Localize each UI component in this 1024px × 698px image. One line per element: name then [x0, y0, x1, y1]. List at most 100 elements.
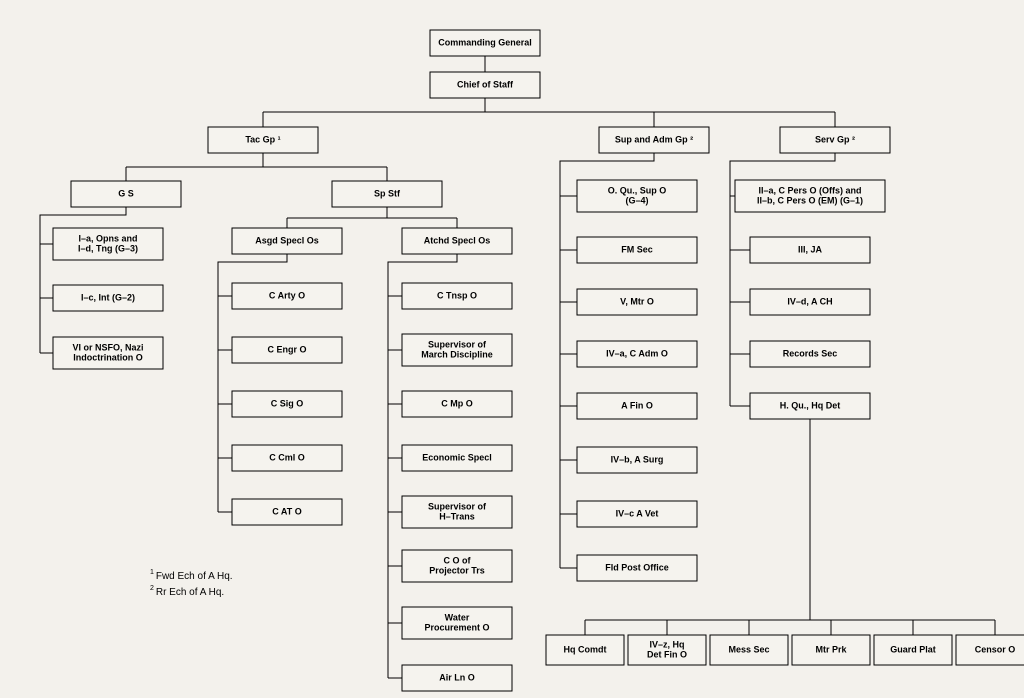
node-sa5: A Fin O — [577, 393, 697, 419]
node-label: IV–b, A Surg — [611, 454, 664, 464]
node-sv1: II–a, C Pers O (Offs) andII–b, C Pers O … — [735, 180, 885, 212]
node-label: Supervisor of — [428, 339, 487, 349]
node-label: Water — [445, 612, 470, 622]
node-label: Fld Post Office — [605, 562, 669, 572]
node-label: III, JA — [798, 244, 823, 254]
node-gs2: I–c, Int (G–2) — [53, 285, 163, 311]
node-hq1: Hq Comdt — [546, 635, 624, 665]
node-asgd1: C Arty O — [232, 283, 342, 309]
node-label: C Arty O — [269, 290, 305, 300]
node-label: C O of — [444, 555, 472, 565]
node-label: Atchd Specl Os — [424, 235, 491, 245]
node-asgd: Asgd Specl Os — [232, 228, 342, 254]
node-atchd3: C Mp O — [402, 391, 512, 417]
node-label: Asgd Specl Os — [255, 235, 319, 245]
node-asgd3: C Sig O — [232, 391, 342, 417]
node-label: FM Sec — [621, 244, 653, 254]
node-gs: G S — [71, 181, 181, 207]
node-label: Sup and Adm Gp ² — [615, 134, 693, 144]
node-label: II–a, C Pers O (Offs) and — [758, 185, 861, 195]
node-cg: Commanding General — [430, 30, 540, 56]
node-label: Commanding General — [438, 37, 532, 47]
node-label: IV–d, A CH — [787, 296, 832, 306]
node-sa3: V, Mtr O — [577, 289, 697, 315]
node-atchd6: C O ofProjector Trs — [402, 550, 512, 582]
node-sv5: H. Qu., Hq Det — [750, 393, 870, 419]
node-supadm: Sup and Adm Gp ² — [599, 127, 709, 153]
node-servgp: Serv Gp ² — [780, 127, 890, 153]
node-label: Air Ln O — [439, 672, 475, 682]
node-label: C AT O — [272, 506, 302, 516]
node-hq2: IV–z, HqDet Fin O — [628, 635, 706, 665]
node-label: I–c, Int (G–2) — [81, 292, 135, 302]
node-label: Chief of Staff — [457, 79, 514, 89]
node-label: Tac Gp ¹ — [245, 134, 280, 144]
node-label: Procurement O — [424, 622, 489, 632]
node-label: C Cml O — [269, 452, 305, 462]
footnotes: 1 Fwd Ech of A Hq. 2 Rr Ech of A Hq. — [150, 569, 233, 597]
node-sa7: IV–c A Vet — [577, 501, 697, 527]
node-atchd1: C Tnsp O — [402, 283, 512, 309]
node-atchd: Atchd Specl Os — [402, 228, 512, 254]
node-label: Economic Specl — [422, 452, 492, 462]
node-tacgp: Tac Gp ¹ — [208, 127, 318, 153]
node-sa6: IV–b, A Surg — [577, 447, 697, 473]
node-label: Projector Trs — [429, 565, 485, 575]
node-label: IV–c A Vet — [616, 508, 659, 518]
node-asgd5: C AT O — [232, 499, 342, 525]
node-label: A Fin O — [621, 400, 653, 410]
node-atchd7: WaterProcurement O — [402, 607, 512, 639]
node-atchd4: Economic Specl — [402, 445, 512, 471]
node-label: Det Fin O — [647, 649, 687, 659]
node-label: Supervisor of — [428, 501, 487, 511]
node-label: Censor O — [975, 644, 1016, 654]
node-sa2: FM Sec — [577, 237, 697, 263]
node-hq6: Censor O — [956, 635, 1024, 665]
node-label: I–d, Tng (G–3) — [78, 243, 138, 253]
node-label: (G–4) — [625, 195, 648, 205]
node-sa4: IV–a, C Adm O — [577, 341, 697, 367]
node-asgd2: C Engr O — [232, 337, 342, 363]
node-gs1: I–a, Opns andI–d, Tng (G–3) — [53, 228, 163, 260]
node-label: Serv Gp ² — [815, 134, 855, 144]
node-label: Mtr Prk — [815, 644, 847, 654]
node-asgd4: C Cml O — [232, 445, 342, 471]
node-label: Sp Stf — [374, 188, 401, 198]
node-label: II–b, C Pers O (EM) (G–1) — [757, 195, 863, 205]
node-hq5: Guard Plat — [874, 635, 952, 665]
node-sv2: III, JA — [750, 237, 870, 263]
node-hq4: Mtr Prk — [792, 635, 870, 665]
node-label: Guard Plat — [890, 644, 936, 654]
node-cos: Chief of Staff — [430, 72, 540, 98]
node-label: I–a, Opns and — [78, 233, 137, 243]
footnote-2: 2 Rr Ech of A Hq. — [150, 585, 224, 597]
node-gs3: VI or NSFO, NaziIndoctrination O — [53, 337, 163, 369]
node-sa8: Fld Post Office — [577, 555, 697, 581]
node-label: Mess Sec — [728, 644, 769, 654]
node-label: VI or NSFO, Nazi — [72, 342, 143, 352]
node-label: O. Qu., Sup O — [608, 185, 667, 195]
node-label: C Engr O — [267, 344, 306, 354]
node-label: C Sig O — [271, 398, 304, 408]
node-label: Records Sec — [783, 348, 838, 358]
node-label: C Mp O — [441, 398, 473, 408]
node-label: Indoctrination O — [73, 352, 143, 362]
node-label: IV–z, Hq — [649, 639, 684, 649]
node-label: G S — [118, 188, 134, 198]
node-spstf: Sp Stf — [332, 181, 442, 207]
node-atchd5: Supervisor ofH–Trans — [402, 496, 512, 528]
node-sv3: IV–d, A CH — [750, 289, 870, 315]
node-label: Hq Comdt — [564, 644, 607, 654]
footnote-1: 1 Fwd Ech of A Hq. — [150, 569, 233, 581]
node-atchd8: Air Ln O — [402, 665, 512, 691]
node-sa1: O. Qu., Sup O(G–4) — [577, 180, 697, 212]
node-label: March Discipline — [421, 349, 493, 359]
org-chart: Commanding General Chief of Staff Tac Gp ¹… — [0, 0, 1024, 698]
node-hq3: Mess Sec — [710, 635, 788, 665]
node-label: C Tnsp O — [437, 290, 477, 300]
node-sv4: Records Sec — [750, 341, 870, 367]
node-label: H. Qu., Hq Det — [780, 400, 841, 410]
node-atchd2: Supervisor ofMarch Discipline — [402, 334, 512, 366]
node-label: H–Trans — [439, 511, 475, 521]
node-label: V, Mtr O — [620, 296, 654, 306]
